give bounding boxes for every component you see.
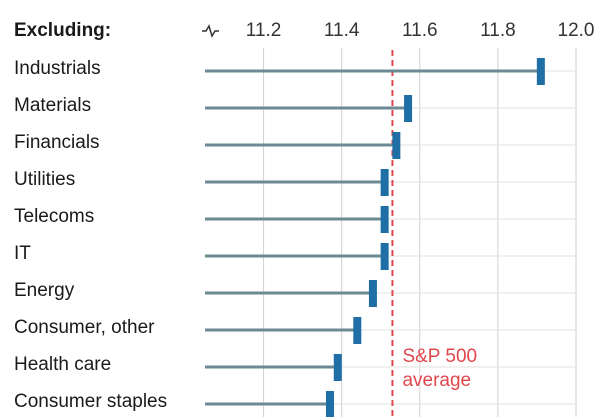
marker	[404, 95, 413, 122]
header: Excluding:	[14, 20, 111, 41]
axis-break-icon	[202, 24, 219, 38]
marker	[380, 243, 389, 270]
x-tick-label: 11.2	[246, 20, 282, 41]
category-label: Utilities	[14, 169, 75, 190]
x-tick-label: 11.6	[402, 20, 438, 41]
category-label: Industrials	[14, 58, 101, 79]
category-label: IT	[14, 243, 31, 264]
category-label: Consumer, other	[14, 317, 155, 338]
marker	[380, 206, 389, 233]
category-label: Health care	[14, 354, 111, 375]
category-label: Financials	[14, 132, 100, 153]
category-label: Materials	[14, 95, 91, 116]
marker	[353, 317, 362, 344]
category-label: Telecoms	[14, 206, 94, 227]
marker	[392, 132, 401, 159]
marker	[536, 58, 545, 85]
marker	[333, 354, 342, 381]
marker	[325, 391, 334, 417]
x-tick-label: 12.0	[558, 20, 595, 41]
category-label: Consumer staples	[14, 391, 167, 412]
x-tick-label: 11.8	[480, 20, 516, 41]
category-label: Energy	[14, 280, 75, 301]
marker	[368, 280, 377, 307]
marker	[380, 169, 389, 196]
reference-label: average	[402, 370, 471, 391]
reference-label: S&P 500	[402, 346, 477, 367]
x-tick-label: 11.4	[324, 20, 360, 41]
